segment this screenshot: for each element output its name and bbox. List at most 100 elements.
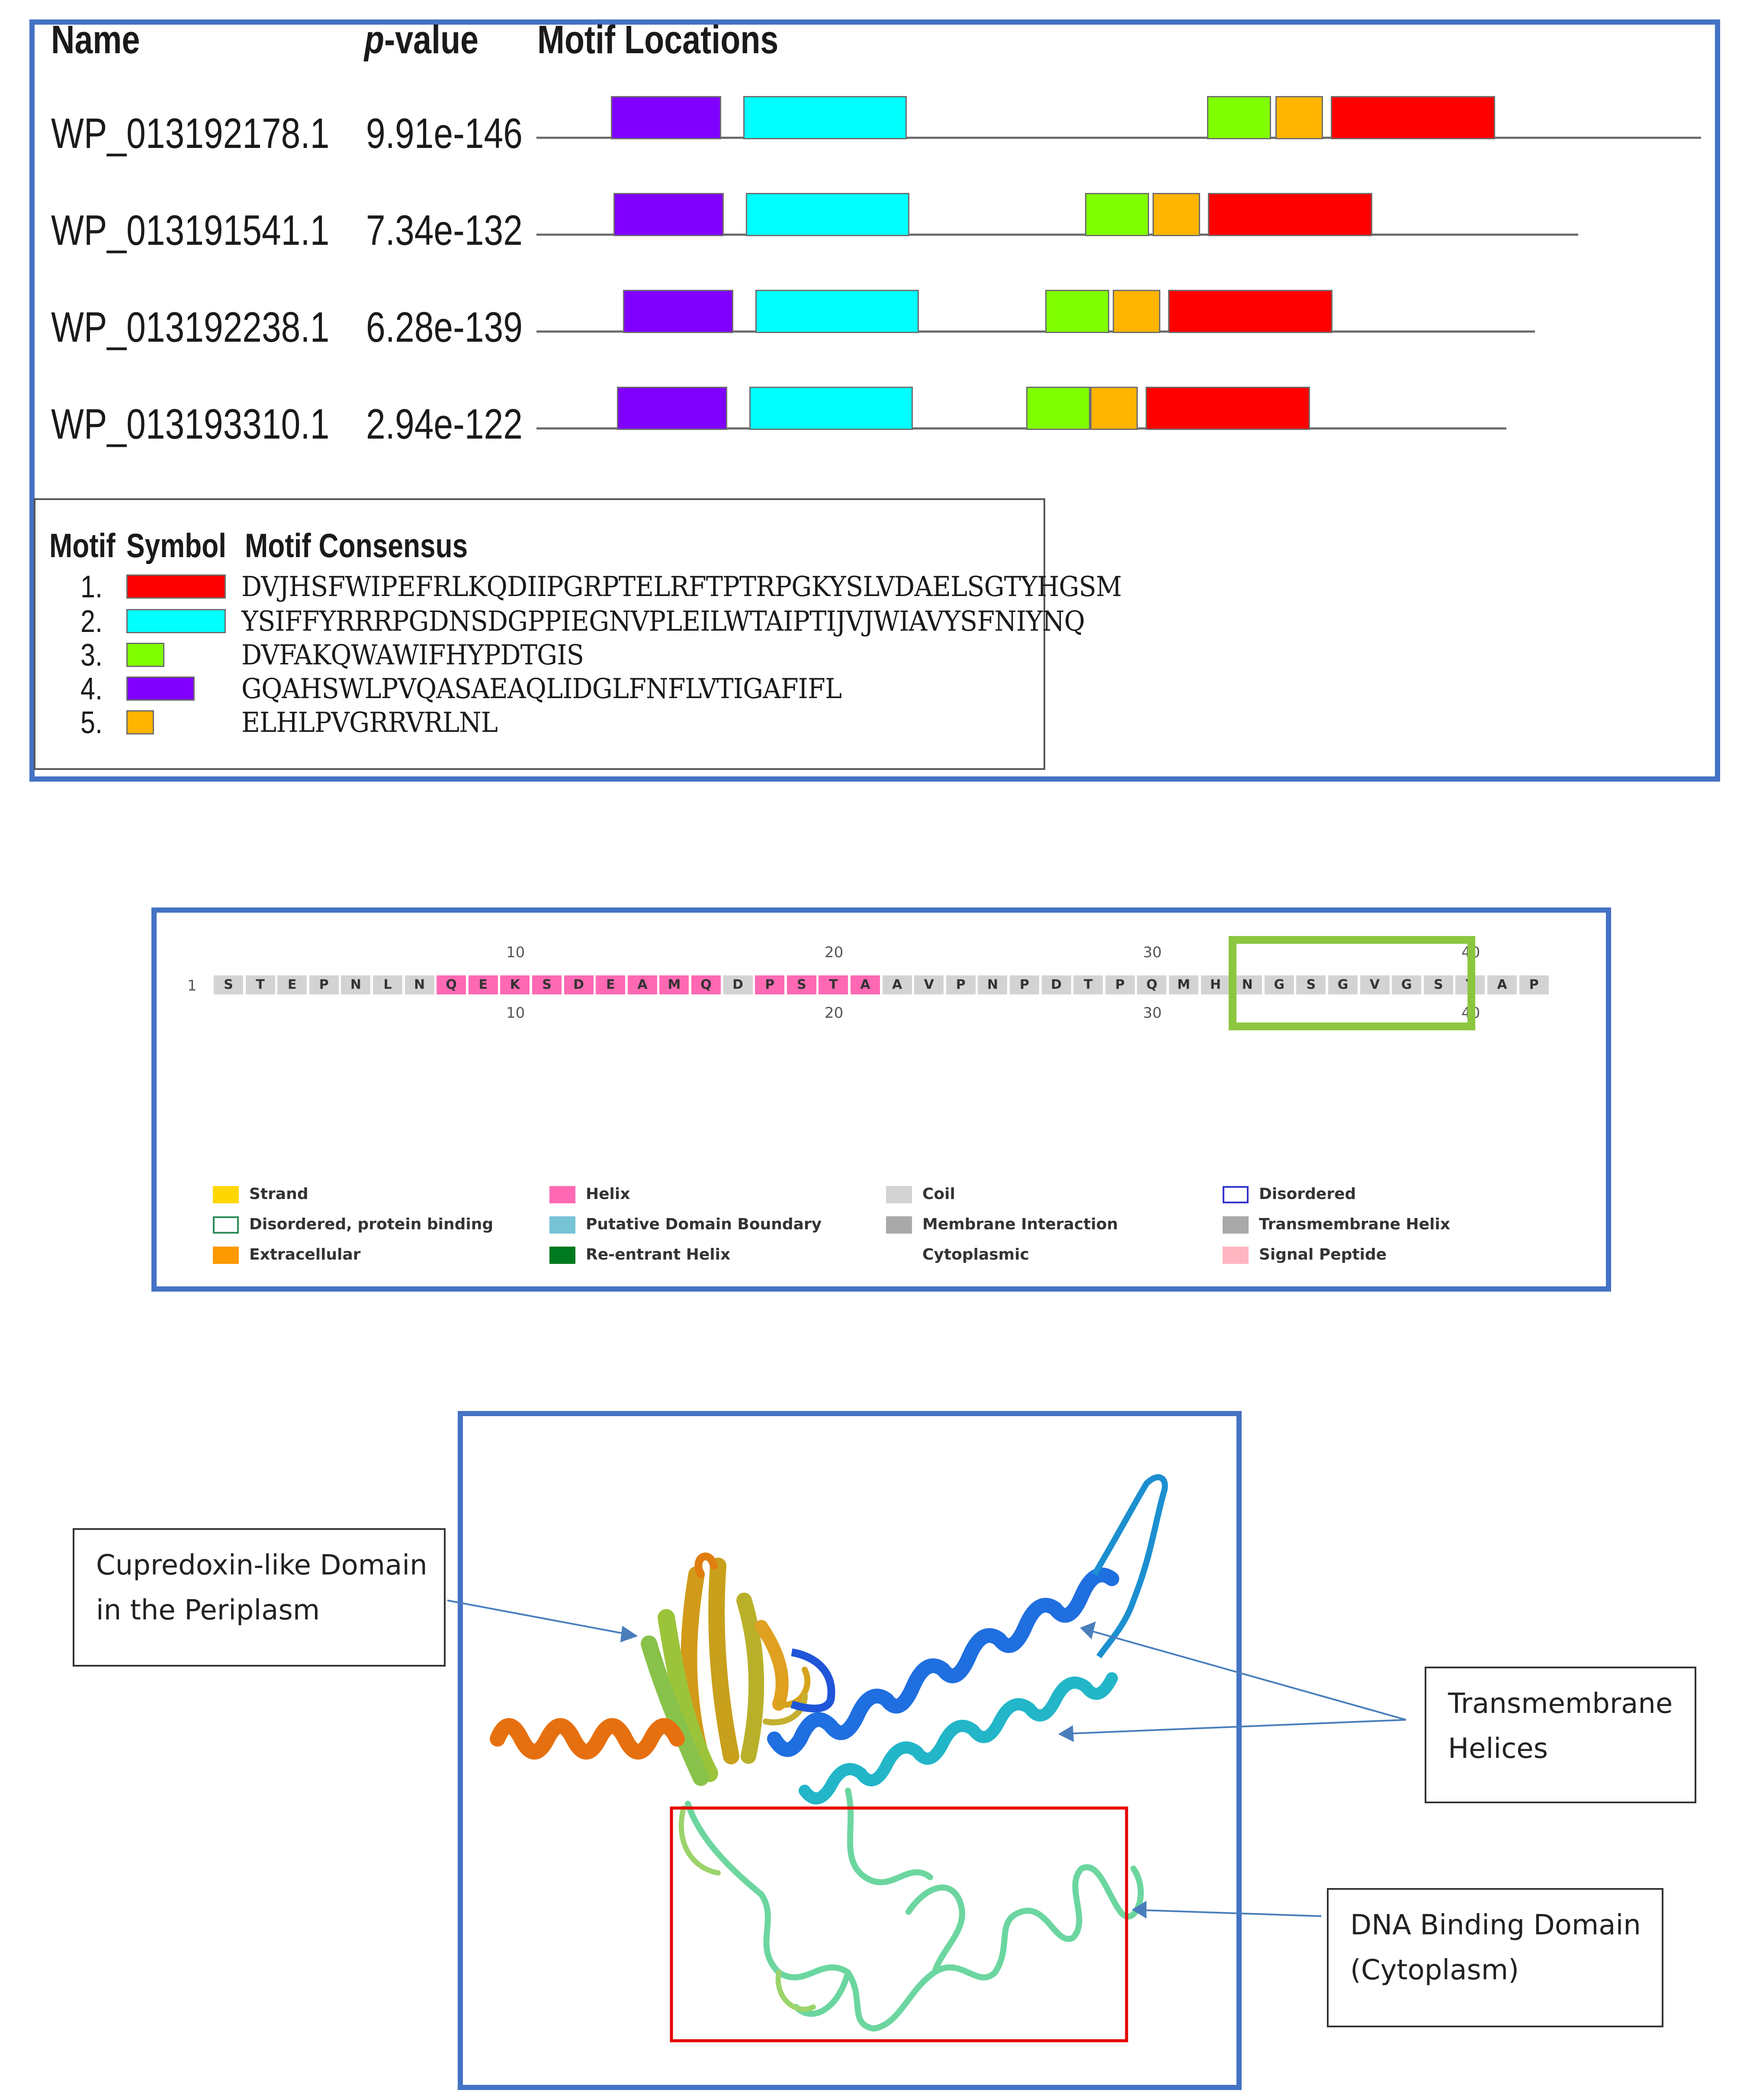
residue-37: V [1360, 975, 1390, 994]
residue-27: D [1041, 975, 1071, 994]
residue-39: S [1423, 975, 1453, 994]
callout-transmembrane-line-1: Transmembrane [1448, 1688, 1673, 1720]
residue-26: P [1010, 975, 1039, 994]
motif-1-block-row-4 [1146, 387, 1310, 430]
blue-loop [790, 1648, 835, 1712]
motif-4-block-row-3 [623, 290, 733, 333]
legend-label-extracellular: Extracellular [249, 1246, 361, 1263]
motif-4-block-row-4 [617, 387, 727, 430]
motif-4-block-row-1 [611, 96, 721, 139]
highlight-box-ngsgvgs [1229, 936, 1475, 1030]
header-pvalue: p-value [364, 18, 479, 62]
motif-consensus-3: DVFAKQWAWIFHYPDTGIS [241, 639, 584, 671]
motif-5-block-row-3 [1113, 290, 1160, 333]
residue-14: A [627, 975, 657, 994]
callout-cupredoxin-line-2: in the Periplasm [96, 1594, 320, 1626]
tick-bottom-10: 10 [506, 1004, 525, 1022]
motif-symbol-4 [126, 676, 195, 701]
motif-2-block-row-2 [746, 193, 909, 236]
legend-swatch-re-entrant-helix [549, 1247, 575, 1264]
dna-binding-domain-box [670, 1806, 1128, 2042]
residue-9: E [468, 975, 498, 994]
callout-dna-line-2: (Cytoplasm) [1350, 1954, 1519, 1986]
motif-2-block-row-1 [743, 96, 907, 139]
sequence-name-row-3: WP_013192238.1 [51, 303, 330, 351]
residue-11: S [532, 975, 562, 994]
motif-symbol-2 [126, 609, 226, 633]
residue-35: S [1296, 975, 1326, 994]
callout-dna-binding-domain: DNA Binding Domain (Cytoplasm) [1327, 1888, 1663, 2027]
residue-25: N [978, 975, 1008, 994]
motif-symbol-3 [126, 643, 164, 667]
motif-symbol-1 [126, 574, 226, 599]
residue-2: T [245, 975, 275, 994]
sequence-name-row-4: WP_013193310.1 [51, 400, 330, 448]
legend-swatch-strand [213, 1186, 239, 1203]
motif-legend-box: Motif Symbol Motif Consensus 1. DVJHSFWI… [34, 498, 1122, 770]
residue-15: M [659, 975, 689, 994]
tick-top-10: 10 [506, 944, 525, 961]
tick-bottom-20: 20 [825, 1004, 844, 1022]
motif-3-block-row-4 [1026, 387, 1090, 430]
tick-top-30: 30 [1143, 944, 1162, 961]
motif-3-block-row-2 [1085, 193, 1149, 236]
legend-label-strand: Strand [249, 1185, 308, 1203]
sequence-start-label: 1 [187, 977, 197, 994]
pvalue-row-4: 2.94e-122 [366, 400, 523, 448]
sequence-line-row-1 [536, 137, 1701, 139]
motif-consensus-1: DVJHSFWIPEFRLKQDIIPGRPTELRFTPTRPGKYSLVDA… [241, 571, 1122, 603]
sequence-feature-panel [151, 907, 1611, 1292]
header-name: Name [51, 18, 140, 62]
pvalue-row-1: 9.91e-146 [366, 109, 523, 157]
residue-42: P [1519, 975, 1549, 994]
residue-29: P [1105, 975, 1135, 994]
motif-number-4: 4. [80, 672, 103, 706]
pvalue-row-3: 6.28e-139 [366, 303, 523, 351]
motif-4-block-row-2 [613, 193, 724, 236]
motif-1-block-row-3 [1168, 290, 1332, 333]
legend-label-disordered-protein-binding: Disordered, protein binding [249, 1215, 494, 1233]
callout-cupredoxin-domain: Cupredoxin-like Domain in the Periplasm [73, 1528, 446, 1667]
motif-symbol-5 [126, 710, 154, 734]
residue-10: K [500, 975, 530, 994]
residue-31: M [1169, 975, 1198, 994]
motif-number-3: 3. [80, 638, 103, 673]
residue-36: G [1328, 975, 1358, 994]
motif-5-block-row-1 [1275, 96, 1323, 139]
motif-3-block-row-3 [1045, 290, 1109, 333]
motif-1-block-row-2 [1208, 193, 1372, 236]
motif-2-block-row-3 [755, 290, 919, 333]
residue-3: E [277, 975, 307, 994]
legend-label-helix: Helix [586, 1185, 630, 1203]
orange-helix [490, 1718, 685, 1760]
residue-30: Q [1137, 975, 1167, 994]
legend-header-consensus: Motif Consensus [245, 526, 468, 564]
legend-label-coil: Coil [922, 1185, 955, 1203]
legend-swatch-coil [886, 1186, 912, 1203]
protein-structure-panel [458, 1411, 1242, 2090]
helix-top-coil [1092, 1474, 1168, 1658]
motif-1-block-row-1 [1331, 96, 1495, 139]
tick-bottom-30: 30 [1143, 1004, 1162, 1022]
sequence-line-row-4 [536, 427, 1506, 430]
residue-12: D [564, 975, 594, 994]
meme-motif-panel [29, 19, 1720, 782]
motif-2-block-row-4 [749, 387, 913, 430]
residue-24: P [946, 975, 976, 994]
residue-33: N [1233, 975, 1262, 994]
residue-34: G [1264, 975, 1294, 994]
residue-38: G [1392, 975, 1422, 994]
callout-arrows [447, 1600, 1406, 1919]
legend-swatch-extracellular [213, 1247, 239, 1264]
transmembrane-helix-1 [767, 1568, 1119, 1757]
transmembrane-helix-2 [799, 1672, 1118, 1805]
sequence-name-row-2: WP_013191541.1 [51, 206, 330, 254]
residue-41: A [1487, 975, 1517, 994]
legend-label-signal-peptide: Signal Peptide [1259, 1246, 1387, 1263]
sequence-name-row-1: WP_013192178.1 [51, 109, 330, 157]
legend-swatch-membrane-interaction [886, 1216, 912, 1234]
residue-19: S [787, 975, 816, 994]
legend-label-re-entrant-helix: Re-entrant Helix [586, 1246, 731, 1263]
residue-32: H [1201, 975, 1230, 994]
